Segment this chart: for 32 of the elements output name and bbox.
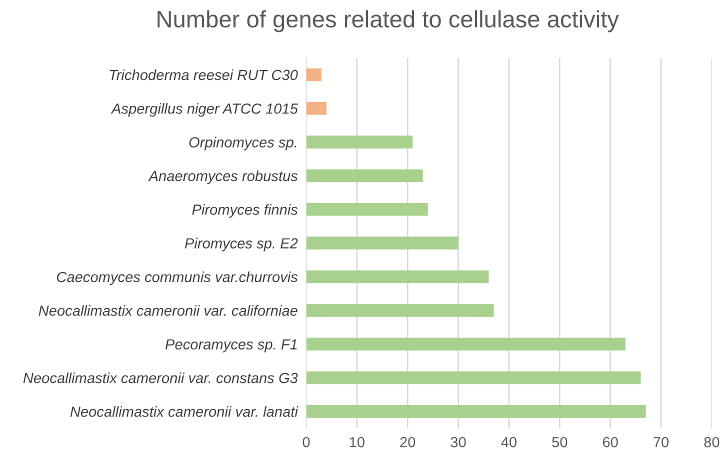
- bar: [306, 371, 641, 384]
- bar: [306, 304, 494, 317]
- x-tick-label: 30: [450, 436, 466, 448]
- y-tick-label: Anaeromyces robustus: [148, 170, 298, 184]
- x-tick-label: 80: [704, 436, 720, 448]
- bar: [306, 270, 489, 284]
- bar: [306, 203, 428, 216]
- bar: [306, 68, 322, 82]
- x-tick-label: 40: [501, 436, 517, 448]
- y-tick-label: Neocallimastix cameronii var. lanati: [70, 406, 298, 417]
- x-tick-label: 50: [552, 436, 568, 448]
- y-tick-label: Neocallimastix cameronii var. californiae: [38, 305, 298, 316]
- y-tick-label: Trichoderma reesei RUT C30: [110, 69, 298, 80]
- y-tick-label: Orpinomyces sp.: [189, 136, 296, 150]
- bar: [306, 338, 626, 350]
- x-tick-label: 20: [400, 436, 416, 448]
- bar: [306, 102, 327, 115]
- x-tick-label: 0: [302, 436, 310, 448]
- y-tick-label: Caecomyces communis var.churrovis: [56, 271, 298, 286]
- y-tick-label: Piromyces sp. E2: [184, 238, 298, 252]
- bar: [306, 169, 423, 182]
- y-tick-label: Piromyces finnis: [192, 204, 298, 218]
- bar: [306, 236, 458, 250]
- y-tick-label: Pecoramyces sp. F1: [165, 339, 297, 352]
- x-tick-label: 60: [602, 436, 618, 448]
- chart-title: Number of genes related to cellulase activity: [158, 10, 619, 32]
- x-tick-label: 70: [654, 436, 669, 448]
- y-tick-label: Aspergillus niger ATCC 1015: [110, 103, 298, 117]
- bar: [306, 136, 413, 148]
- y-tick-label: Neocallimastix cameronii var. constans G3: [23, 372, 298, 384]
- bar: [306, 405, 646, 418]
- x-tick-label: 10: [350, 436, 364, 448]
